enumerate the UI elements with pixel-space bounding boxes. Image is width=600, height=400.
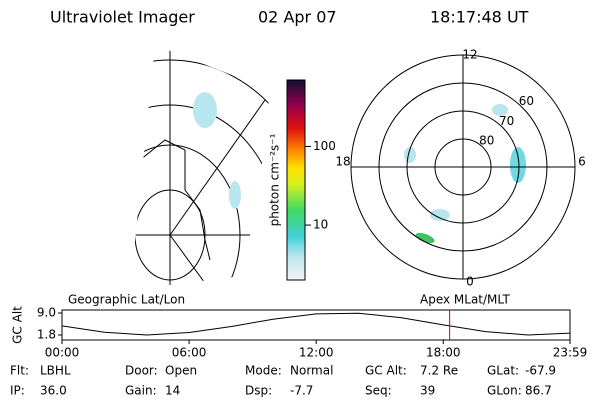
mlt-label: 12	[462, 48, 477, 62]
lat-ring-label: 70	[499, 114, 514, 128]
field-value: -7.7	[290, 384, 313, 398]
field-label: GLat:	[487, 364, 519, 378]
date: 02 Apr 07	[258, 8, 337, 27]
polar-image	[404, 104, 526, 244]
field-label: Mode:	[245, 364, 282, 378]
map-label: Geographic Lat/Lon	[68, 293, 185, 307]
field-value: -67.9	[525, 364, 556, 378]
x-tick-label: 00:00	[45, 346, 80, 360]
colorbar-label: photon cm⁻²s⁻¹	[268, 133, 282, 226]
x-tick-label: 12:00	[299, 346, 334, 360]
field-label: IP:	[10, 384, 25, 398]
title: Ultraviolet Imager	[50, 8, 195, 27]
y-tick-label: 9.0	[37, 306, 56, 320]
field-value: 39	[420, 384, 435, 398]
field-value: LBHL	[40, 364, 71, 378]
altitude-frame	[61, 309, 571, 341]
field-value: 86.7	[525, 384, 552, 398]
colorbar	[286, 79, 306, 281]
field-label: Dsp:	[245, 384, 272, 398]
time: 18:17:48 UT	[430, 8, 529, 27]
x-tick-label: 23:59	[553, 346, 588, 360]
colorbar-tick-label: 100	[313, 139, 336, 153]
polar-label: Apex MLat/MLT	[420, 293, 510, 307]
field-label: Seq:	[365, 384, 392, 398]
lat-ring-label: 60	[519, 94, 534, 108]
x-tick-label: 06:00	[172, 346, 207, 360]
field-label: Flt:	[10, 364, 29, 378]
field-value: 36.0	[40, 384, 67, 398]
lat-ring-label: 80	[479, 134, 494, 148]
field-label: Gain:	[125, 384, 157, 398]
field-value: 14	[165, 384, 180, 398]
field-label: GC Alt:	[365, 364, 407, 378]
altitude-axis-label: GC Alt	[11, 306, 25, 344]
mlt-label: 0	[466, 275, 474, 289]
field-value: 7.2 Re	[420, 364, 458, 378]
altitude-curve	[61, 312, 571, 336]
field-value: Open	[165, 364, 197, 378]
mlt-label: 18	[335, 155, 350, 169]
field-label: GLon:	[487, 384, 522, 398]
y-tick-label: 1.8	[37, 328, 56, 342]
x-tick-label: 18:00	[426, 346, 461, 360]
field-label: Door:	[125, 364, 158, 378]
colorbar-tick-label: 10	[313, 218, 328, 232]
mlt-label: 6	[578, 155, 586, 169]
field-value: Normal	[290, 364, 333, 378]
